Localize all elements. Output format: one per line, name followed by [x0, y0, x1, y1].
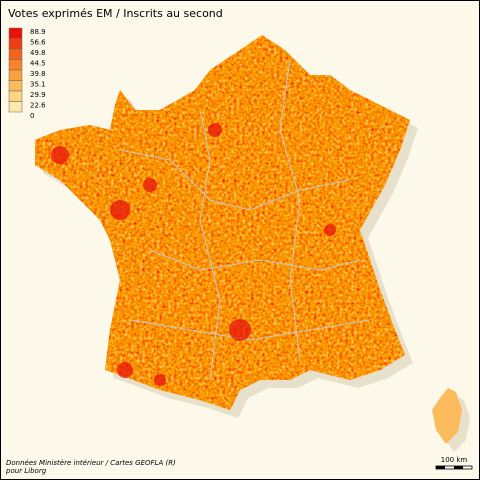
legend-label: 0 [30, 112, 34, 120]
legend-label: 44.5 [30, 60, 46, 68]
legend-swatch [8, 101, 23, 113]
scale-bar: 100 km [435, 456, 473, 470]
legend-label: 39.8 [30, 70, 46, 78]
legend-label: 22.6 [30, 102, 46, 110]
source-note: pour Liborg [5, 467, 47, 475]
legend-swatch [8, 90, 23, 102]
legend-swatch [8, 48, 23, 60]
legend-label: 56.6 [30, 39, 46, 47]
france-choropleth [35, 35, 462, 444]
legend-swatch [8, 69, 23, 81]
legend-label: 35.1 [30, 81, 46, 89]
legend-swatch [8, 38, 23, 50]
map-title: Votes exprimés EM / Inscrits au second [8, 7, 223, 20]
legend-label: 29.9 [30, 91, 46, 99]
legend-swatch [8, 80, 23, 92]
legend-label: 88.9 [30, 28, 46, 36]
legend: 88.9 56.6 49.8 44.5 39.8 35.1 29.9 22.6 0 [8, 27, 46, 120]
legend-label: 49.8 [30, 49, 46, 57]
scale-label: 100 km [441, 456, 468, 464]
legend-swatch [8, 59, 23, 71]
legend-swatch [8, 27, 23, 39]
source-note: Données Ministère intérieur / Cartes GEO… [6, 459, 176, 467]
